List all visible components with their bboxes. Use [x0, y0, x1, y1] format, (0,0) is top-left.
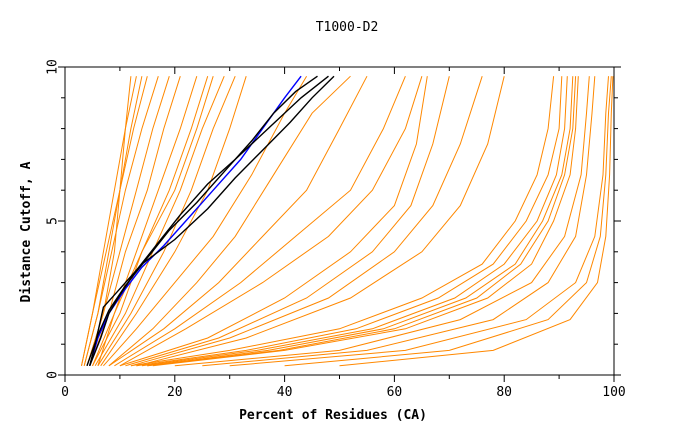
series-line-orange-11	[94, 76, 225, 367]
series-line-orange-26	[130, 76, 555, 367]
series-line-black-1	[89, 75, 329, 367]
x-tick-label-4: 80	[496, 385, 512, 400]
series-layer	[81, 75, 614, 367]
series-line-orange-5	[81, 76, 148, 366]
series-line-orange-27	[136, 76, 563, 367]
x-axis-label: Percent of Residues (CA)	[239, 408, 427, 423]
chart-title: T1000-D2	[316, 20, 379, 35]
series-line-orange-13	[100, 76, 247, 367]
series-line-black-3	[86, 75, 318, 367]
x-tick-label-5: 100	[602, 385, 625, 400]
series-line-orange-20	[114, 76, 406, 367]
series-line-orange-30	[147, 76, 577, 367]
series-line-orange-29	[147, 76, 574, 367]
y-tick-label-1: 5	[46, 217, 61, 225]
series-line-orange-17	[103, 75, 308, 367]
x-tick-label-2: 40	[277, 385, 293, 400]
y-tick-label-0: 0	[46, 371, 61, 379]
series-line-orange-9	[92, 76, 198, 366]
y-tick-label-2: 10	[46, 59, 61, 75]
series-line-orange-21	[119, 76, 423, 367]
x-tick-label-3: 60	[387, 385, 403, 400]
series-line-orange-31	[152, 76, 579, 367]
series-line-orange-35	[284, 76, 612, 367]
series-line-orange-33	[202, 76, 596, 367]
series-line-orange-22	[119, 76, 428, 367]
series-line-orange-18	[108, 75, 351, 367]
series-line-orange-24	[130, 76, 483, 367]
series-line-orange-25	[136, 76, 505, 367]
series-line-black-2	[89, 75, 335, 366]
series-line-orange-23	[125, 76, 450, 367]
series-line-orange-16	[97, 76, 214, 366]
series-line-orange-19	[108, 75, 368, 367]
series-line-orange-28	[141, 76, 568, 367]
series-line-orange-32	[174, 76, 590, 367]
series-line-orange-10	[92, 76, 209, 367]
y-axis-label: Distance Cutoff, A	[19, 161, 34, 302]
x-tick-label-0: 0	[61, 385, 69, 400]
series-line-orange-15	[83, 76, 143, 366]
axes-layer: 0 20 40 60 80 100 0 5 10	[46, 59, 626, 400]
x-tick-label-1: 20	[167, 385, 183, 400]
series-line-orange-36	[339, 76, 614, 367]
series-line-orange-34	[229, 76, 609, 367]
